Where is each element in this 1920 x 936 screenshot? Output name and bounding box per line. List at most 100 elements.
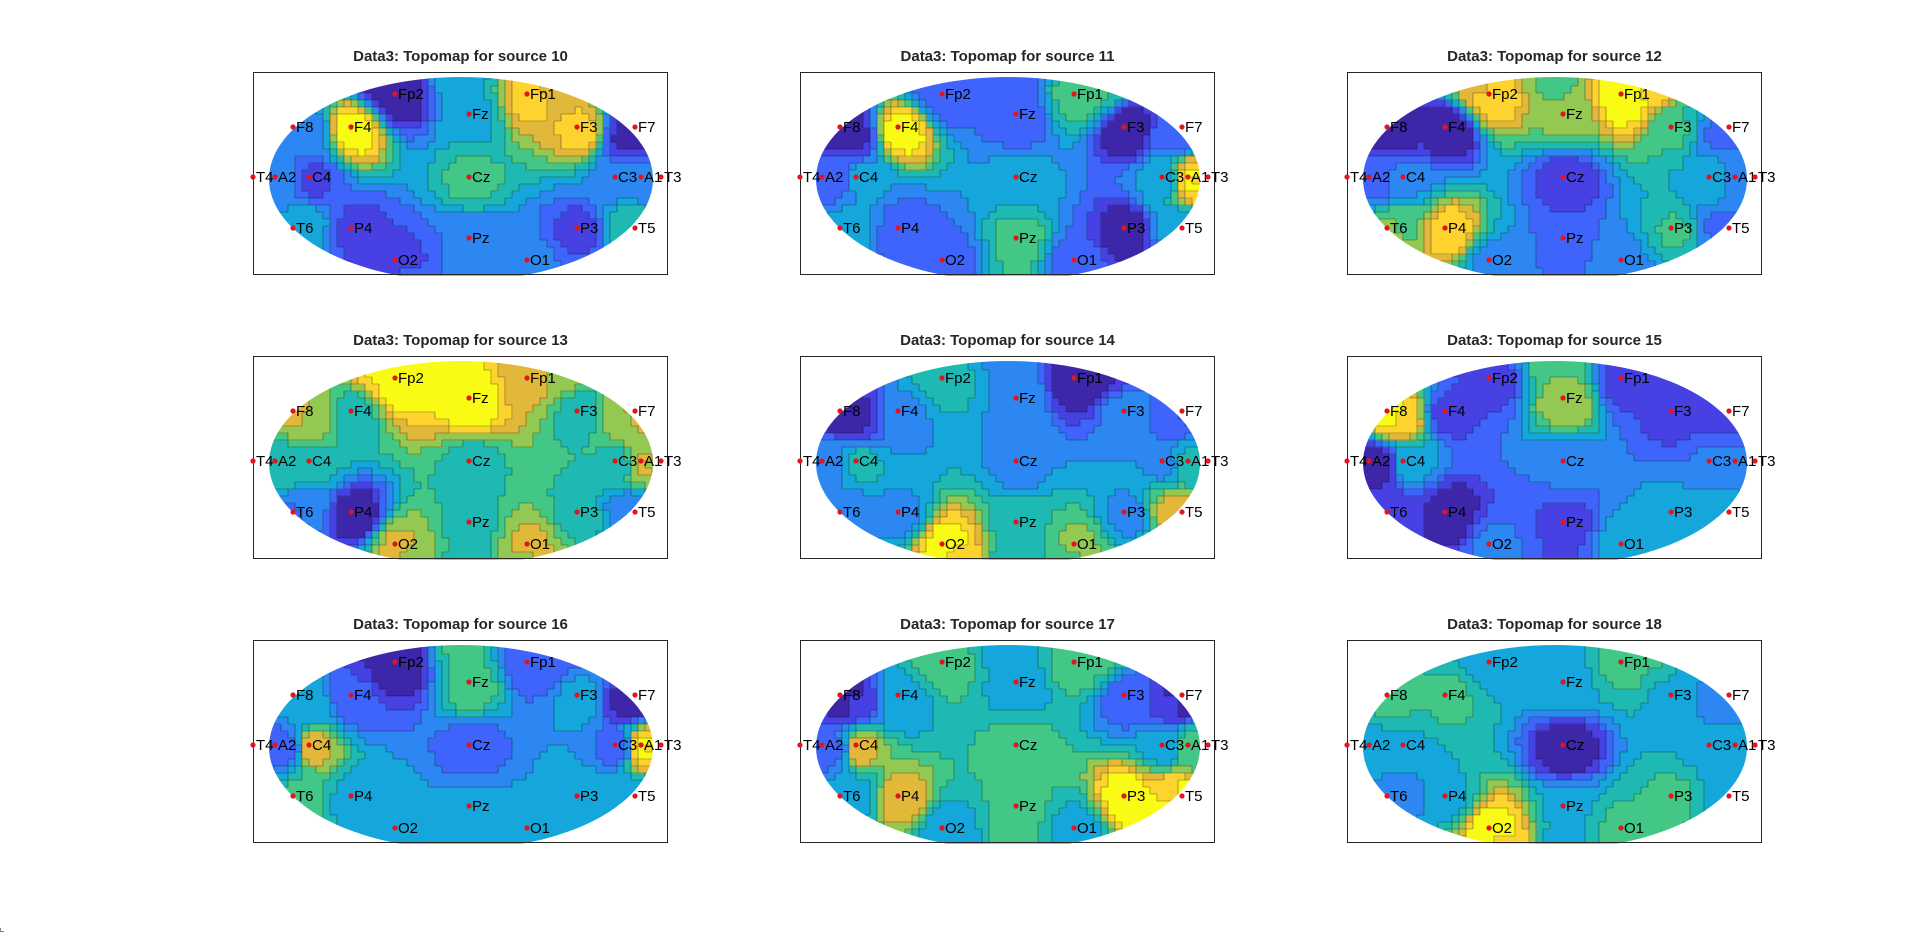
electrode-label: T3 bbox=[1211, 737, 1229, 754]
electrode-label: O2 bbox=[1492, 820, 1512, 837]
electrode-label: A2 bbox=[1372, 453, 1390, 470]
electrode-label: A1 bbox=[644, 737, 662, 754]
electrode-label: T6 bbox=[296, 788, 314, 805]
electrode-marker bbox=[348, 793, 354, 799]
electrode-label: O2 bbox=[1492, 252, 1512, 269]
electrode-label: O2 bbox=[1492, 536, 1512, 553]
electrode-marker bbox=[1726, 509, 1732, 515]
electrode-label: F4 bbox=[901, 119, 919, 136]
electrode-label: P3 bbox=[580, 788, 598, 805]
electrode-marker bbox=[1179, 509, 1185, 515]
electrode-label: T4 bbox=[256, 169, 274, 186]
electrode-label: A2 bbox=[1372, 737, 1390, 754]
electrode-marker bbox=[1179, 124, 1185, 130]
electrode-label: A2 bbox=[825, 737, 843, 754]
electrode-marker bbox=[1752, 742, 1758, 748]
electrode-label: Fz bbox=[1566, 674, 1583, 691]
electrode-label: T3 bbox=[1758, 453, 1776, 470]
electrode-marker bbox=[1726, 793, 1732, 799]
electrode-label: C4 bbox=[312, 169, 331, 186]
contour-band bbox=[1375, 361, 1747, 560]
electrode-marker bbox=[1486, 659, 1492, 665]
electrode-label: F7 bbox=[1185, 119, 1203, 136]
electrode-marker bbox=[250, 174, 256, 180]
electrode-label: Pz bbox=[1566, 798, 1584, 815]
electrode-marker bbox=[1366, 742, 1372, 748]
electrode-marker bbox=[1185, 458, 1191, 464]
contour-band bbox=[337, 114, 373, 157]
electrode-label: C3 bbox=[1712, 453, 1731, 470]
electrode-marker bbox=[1442, 793, 1448, 799]
electrode-marker bbox=[853, 742, 859, 748]
electrode-marker bbox=[1486, 541, 1492, 547]
electrode-label: O1 bbox=[1624, 252, 1644, 269]
electrode-label: Fp1 bbox=[530, 370, 556, 387]
contour-lines bbox=[816, 645, 1200, 843]
electrode-label: O1 bbox=[1077, 252, 1097, 269]
electrode-label: Pz bbox=[1566, 514, 1584, 531]
electrode-marker bbox=[1442, 408, 1448, 414]
electrode-marker bbox=[466, 679, 472, 685]
electrode-label: F8 bbox=[843, 687, 861, 704]
electrode-marker bbox=[819, 458, 825, 464]
electrode-marker bbox=[632, 408, 638, 414]
electrode-marker bbox=[466, 458, 472, 464]
electrode-label: P4 bbox=[1448, 504, 1466, 521]
electrode-label: O1 bbox=[1624, 536, 1644, 553]
electrode-label: A2 bbox=[278, 169, 296, 186]
electrode-marker bbox=[524, 257, 530, 263]
electrode-label: Cz bbox=[1566, 453, 1584, 470]
electrode-marker bbox=[1179, 793, 1185, 799]
electrode-marker bbox=[466, 395, 472, 401]
electrode-label: O2 bbox=[945, 252, 965, 269]
contour-band bbox=[919, 524, 969, 560]
electrode-label: F8 bbox=[843, 119, 861, 136]
electrode-label: C3 bbox=[1165, 453, 1184, 470]
electrode-marker bbox=[853, 174, 859, 180]
panel-title: Data3: Topomap for source 18 bbox=[1447, 616, 1662, 633]
contour-band bbox=[912, 503, 1200, 560]
electrode-label: A1 bbox=[1738, 737, 1756, 754]
electrode-label: T3 bbox=[1211, 169, 1229, 186]
electrode-label: T4 bbox=[1350, 737, 1368, 754]
electrode-label: Fz bbox=[1019, 106, 1036, 123]
electrode-marker bbox=[1732, 174, 1738, 180]
electrode-marker bbox=[466, 111, 472, 117]
contour-band bbox=[816, 645, 1200, 795]
electrode-label: Fp1 bbox=[1624, 370, 1650, 387]
electrode-marker bbox=[632, 509, 638, 515]
electrode-label: P4 bbox=[354, 504, 372, 521]
electrode-marker bbox=[638, 458, 644, 464]
electrode-marker bbox=[290, 408, 296, 414]
electrode-label: O2 bbox=[945, 536, 965, 553]
electrode-label: F8 bbox=[296, 119, 314, 136]
electrode-marker bbox=[632, 124, 638, 130]
panel-title: Data3: Topomap for source 11 bbox=[900, 48, 1115, 65]
electrode-label: F3 bbox=[1127, 687, 1145, 704]
electrode-marker bbox=[524, 375, 530, 381]
electrode-marker bbox=[1013, 111, 1019, 117]
electrode-marker bbox=[574, 124, 580, 130]
electrode-label: T5 bbox=[638, 504, 656, 521]
electrode-marker bbox=[1179, 225, 1185, 231]
electrode-label: T5 bbox=[1732, 220, 1750, 237]
topomap-panel: Fp2 Fz Fp1 F8 F4 F3 F7 T4 A2 C4 Cz C3 A1 T3 T6 P4 Pz P3 T5… bbox=[797, 640, 1229, 844]
electrode-label: Fp1 bbox=[1077, 654, 1103, 671]
electrode-label: A2 bbox=[278, 737, 296, 754]
electrode-marker bbox=[1185, 742, 1191, 748]
electrode-marker bbox=[1618, 257, 1624, 263]
axes-box bbox=[800, 356, 1215, 559]
electrode-label: P4 bbox=[901, 788, 919, 805]
electrode-label: T5 bbox=[638, 220, 656, 237]
electrode-label: Fz bbox=[1019, 390, 1036, 407]
electrode-label: F4 bbox=[1448, 403, 1466, 420]
electrode-marker bbox=[1726, 408, 1732, 414]
electrode-label: A1 bbox=[1191, 453, 1209, 470]
electrode-label: F7 bbox=[638, 119, 656, 136]
contour-band bbox=[849, 738, 1200, 844]
electrode-label: Pz bbox=[1566, 230, 1584, 247]
electrode-label: F3 bbox=[580, 119, 598, 136]
electrode-label: P3 bbox=[1674, 220, 1692, 237]
contour-band bbox=[1094, 766, 1200, 844]
contour-band bbox=[1363, 645, 1691, 844]
